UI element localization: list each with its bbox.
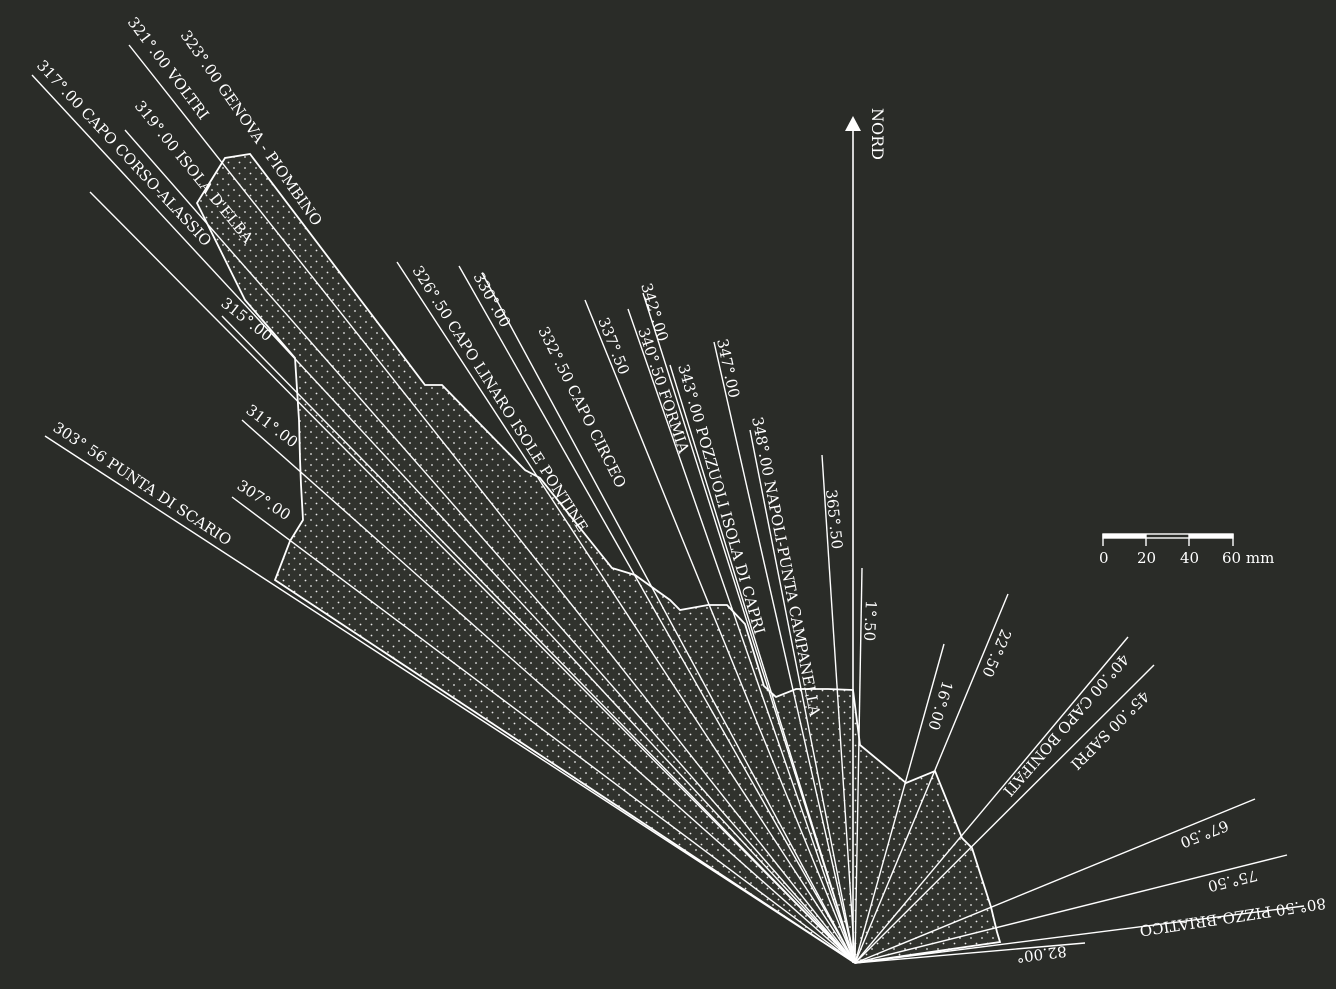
fetch-ray-line <box>89 191 856 964</box>
ray-group <box>31 44 1305 964</box>
fetch-ray-line <box>231 496 856 964</box>
north-arrow: NORD <box>845 108 887 963</box>
fetch-ray-line <box>854 798 1256 964</box>
fetch-ray-line <box>821 454 856 964</box>
scale-segment-3 <box>1189 534 1233 538</box>
fetch-ray-line <box>124 129 856 964</box>
fetch-ray-line <box>749 429 856 964</box>
scale-segment-1 <box>1103 534 1146 538</box>
fetch-ray-label: 82.00° <box>1015 942 1067 966</box>
north-label: NORD <box>868 108 887 160</box>
north-arrow-icon <box>845 116 861 131</box>
fetch-ray-line <box>396 261 856 964</box>
fetch-ray-label: 75°.50 <box>1206 866 1259 895</box>
fetch-ray-label: 343°.00 POZZUOLI ISOLA DI CAPRI <box>674 362 768 636</box>
fetch-ray-label: 337°.50 <box>594 315 633 377</box>
fetch-ray-line <box>854 593 1009 964</box>
fetch-ray-line <box>854 905 1305 964</box>
scale-label-60: 60 mm <box>1222 549 1274 567</box>
fetch-ray-label: 303° 56 PUNTA DI SCARIO <box>50 418 235 549</box>
fetch-ray-line <box>481 272 856 964</box>
fetch-ray-line <box>627 308 856 964</box>
fetch-ray-label: 365°.50 <box>822 489 846 551</box>
scale-label-40: 40 <box>1180 549 1199 567</box>
fetch-ray-line <box>241 419 856 964</box>
fetch-ray-line <box>128 44 856 964</box>
scale-bar: 0 20 40 60 mm <box>1099 533 1274 567</box>
fetch-ray-line <box>669 364 856 964</box>
fetch-ray-label: 311°.00 <box>243 401 302 451</box>
fetch-ray-label: 1°.50 <box>860 600 880 642</box>
fetch-ray-line <box>221 315 856 964</box>
scale-label-20: 20 <box>1137 549 1156 567</box>
fetch-ray-label: 16°.00 <box>924 679 956 733</box>
fetch-ray-line <box>854 854 1288 964</box>
fetch-ray-line <box>854 567 863 964</box>
fetch-ray-line <box>854 664 1155 964</box>
fetch-envelope <box>195 153 1002 964</box>
fetch-ray-label: 330°.00 <box>470 269 515 330</box>
fetch-ray-label: 80°.50 PIZZO-BRIATICO <box>1139 894 1328 940</box>
fetch-ray-line <box>854 636 1129 964</box>
fetch-ray-line <box>854 643 945 964</box>
fetch-ray-label: 67°.50 <box>1178 816 1232 851</box>
fetch-ray-line <box>642 292 856 964</box>
fetch-ray-line <box>458 265 856 964</box>
fetch-ray-line <box>713 341 856 964</box>
fetch-ray-line <box>44 435 856 964</box>
fetch-ray-label: 307°.00 <box>234 476 294 524</box>
fetch-ray-label: 347°.00 <box>713 337 743 399</box>
fetch-ray-line <box>584 299 856 964</box>
fetch-ray-line <box>31 74 856 964</box>
scale-label-0: 0 <box>1099 549 1109 567</box>
fetch-ray-line <box>854 942 1086 964</box>
